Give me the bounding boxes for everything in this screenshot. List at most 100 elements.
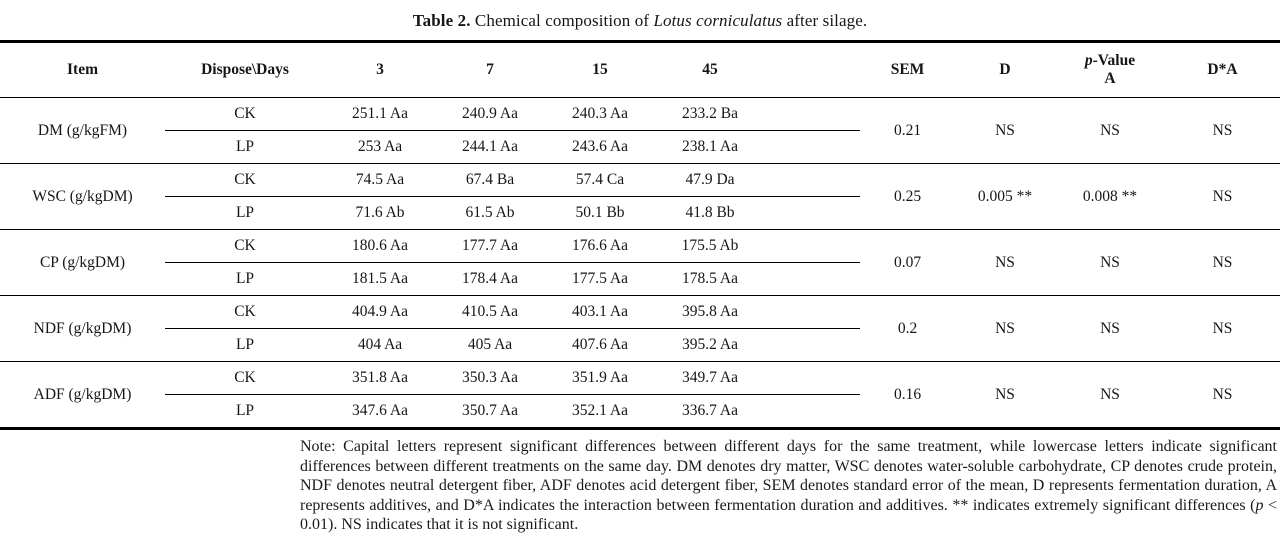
table-row: LP 71.6 Ab 61.5 Ab 50.1 Bb 41.8 Bb [0, 196, 1280, 230]
value-cell: 240.3 Aa [545, 97, 655, 131]
note-text: < 0.01). NS indicates that it is not sig… [300, 496, 1277, 534]
table-caption-text: Chemical composition of [470, 11, 654, 30]
value-cell: 50.1 Bb [545, 196, 655, 230]
value-cell: 175.5 Ab [655, 229, 765, 263]
d-cell: 0.005 ** [955, 163, 1055, 230]
treatment-cell: LP [165, 130, 325, 164]
value-cell: 176.6 Aa [545, 229, 655, 263]
a-label: A [1104, 70, 1116, 87]
dxa-cell: NS [1165, 295, 1280, 362]
value-cell: 347.6 Aa [325, 394, 435, 429]
value-cell: 238.1 Aa [655, 130, 765, 164]
value-cell: 349.7 Aa [655, 361, 765, 395]
col-header-dxa: D*A [1165, 41, 1280, 98]
value-cell: 253 Aa [325, 130, 435, 164]
treatment-cell: CK [165, 295, 325, 329]
spacer-header-cell [765, 41, 860, 98]
treatment-cell: CK [165, 163, 325, 197]
spacer-cell [765, 394, 860, 429]
dxa-cell: NS [1165, 97, 1280, 164]
table-row: WSC (g/kgDM) CK 74.5 Aa 67.4 Ba 57.4 Ca 47.9 … [0, 163, 1280, 230]
value-cell: 178.5 Aa [655, 262, 765, 296]
p-value-label: p-Value [1084, 52, 1136, 69]
col-header-p-value-a: p-Value A [1055, 41, 1165, 98]
spacer-cell [765, 196, 860, 230]
table-row: DM (g/kgFM) CK 251.1 Aa 240.9 Aa 240.3 Aa 233… [0, 97, 1280, 164]
table-row: LP 347.6 Aa 350.7 Aa 352.1 Aa 336.7 Aa [0, 394, 1280, 429]
col-header-day-7: 7 [435, 41, 545, 98]
treatment-cell: LP [165, 394, 325, 429]
value-cell: 47.9 Da [655, 163, 765, 197]
col-header-item: Item [0, 41, 165, 98]
table-caption-suffix: after silage. [782, 11, 868, 30]
table-row: LP 404 Aa 405 Aa 407.6 Aa 395.2 Aa [0, 328, 1280, 362]
value-cell: 410.5 Aa [435, 295, 545, 329]
value-cell: 352.1 Aa [545, 394, 655, 429]
value-cell: 395.8 Aa [655, 295, 765, 329]
item-cell: WSC (g/kgDM) [0, 163, 165, 230]
dxa-cell: NS [1165, 229, 1280, 296]
value-cell: 181.5 Aa [325, 262, 435, 296]
value-cell: 67.4 Ba [435, 163, 545, 197]
chemical-composition-table: Item Dispose\Days 3 7 15 45 SEM D p-Valu… [0, 40, 1280, 430]
value-cell: 351.8 Aa [325, 361, 435, 395]
value-cell: 350.7 Aa [435, 394, 545, 429]
treatment-cell: LP [165, 196, 325, 230]
value-cell: 61.5 Ab [435, 196, 545, 230]
value-cell: 180.6 Aa [325, 229, 435, 263]
item-cell: NDF (g/kgDM) [0, 295, 165, 362]
d-cell: NS [955, 361, 1055, 429]
col-header-sem: SEM [860, 41, 955, 98]
table-row: LP 253 Aa 244.1 Aa 243.6 Aa 238.1 Aa [0, 130, 1280, 164]
sem-cell: 0.07 [860, 229, 955, 296]
item-cell: DM (g/kgFM) [0, 97, 165, 164]
table-note: Note: Capital letters represent signific… [300, 437, 1277, 535]
value-cell: 395.2 Aa [655, 328, 765, 362]
col-header-day-3: 3 [325, 41, 435, 98]
table-caption: Table 2. Chemical composition of Lotus c… [0, 0, 1280, 31]
value-cell: 41.8 Bb [655, 196, 765, 230]
value-cell: 244.1 Aa [435, 130, 545, 164]
table-row: LP 181.5 Aa 178.4 Aa 177.5 Aa 178.5 Aa [0, 262, 1280, 296]
value-cell: 336.7 Aa [655, 394, 765, 429]
value-cell: 243.6 Aa [545, 130, 655, 164]
treatment-cell: CK [165, 97, 325, 131]
sem-cell: 0.16 [860, 361, 955, 429]
sem-cell: 0.2 [860, 295, 955, 362]
value-cell: 351.9 Aa [545, 361, 655, 395]
spacer-cell [765, 97, 860, 131]
sem-cell: 0.25 [860, 163, 955, 230]
d-cell: NS [955, 295, 1055, 362]
col-header-day-15: 15 [545, 41, 655, 98]
d-cell: NS [955, 97, 1055, 164]
note-text: Note: Capital letters represent signific… [300, 438, 1277, 514]
value-cell: 177.5 Aa [545, 262, 655, 296]
spacer-cell [765, 328, 860, 362]
value-cell: 350.3 Aa [435, 361, 545, 395]
col-header-d: D [955, 41, 1055, 98]
header-row: Item Dispose\Days 3 7 15 45 SEM D p-Valu… [0, 41, 1280, 98]
value-cell: 57.4 Ca [545, 163, 655, 197]
spacer-cell [765, 295, 860, 329]
d-cell: NS [955, 229, 1055, 296]
value-cell: 74.5 Aa [325, 163, 435, 197]
value-cell: 240.9 Aa [435, 97, 545, 131]
note-italic-p: p [1255, 496, 1264, 514]
table-caption-label: Table 2. [412, 11, 471, 30]
spacer-cell [765, 163, 860, 197]
value-cell: 404 Aa [325, 328, 435, 362]
value-cell: 177.7 Aa [435, 229, 545, 263]
a-cell: 0.008 ** [1055, 163, 1165, 230]
table-row: ADF (g/kgDM) CK 351.8 Aa 350.3 Aa 351.9 Aa 34… [0, 361, 1280, 429]
value-cell: 233.2 Ba [655, 97, 765, 131]
value-cell: 407.6 Aa [545, 328, 655, 362]
spacer-cell [765, 130, 860, 164]
col-header-day-45: 45 [655, 41, 765, 98]
value-cell: 251.1 Aa [325, 97, 435, 131]
item-cell: ADF (g/kgDM) [0, 361, 165, 429]
value-cell: 404.9 Aa [325, 295, 435, 329]
table-row: NDF (g/kgDM) CK 404.9 Aa 410.5 Aa 403.1 Aa 39… [0, 295, 1280, 362]
a-cell: NS [1055, 361, 1165, 429]
item-cell: CP (g/kgDM) [0, 229, 165, 296]
